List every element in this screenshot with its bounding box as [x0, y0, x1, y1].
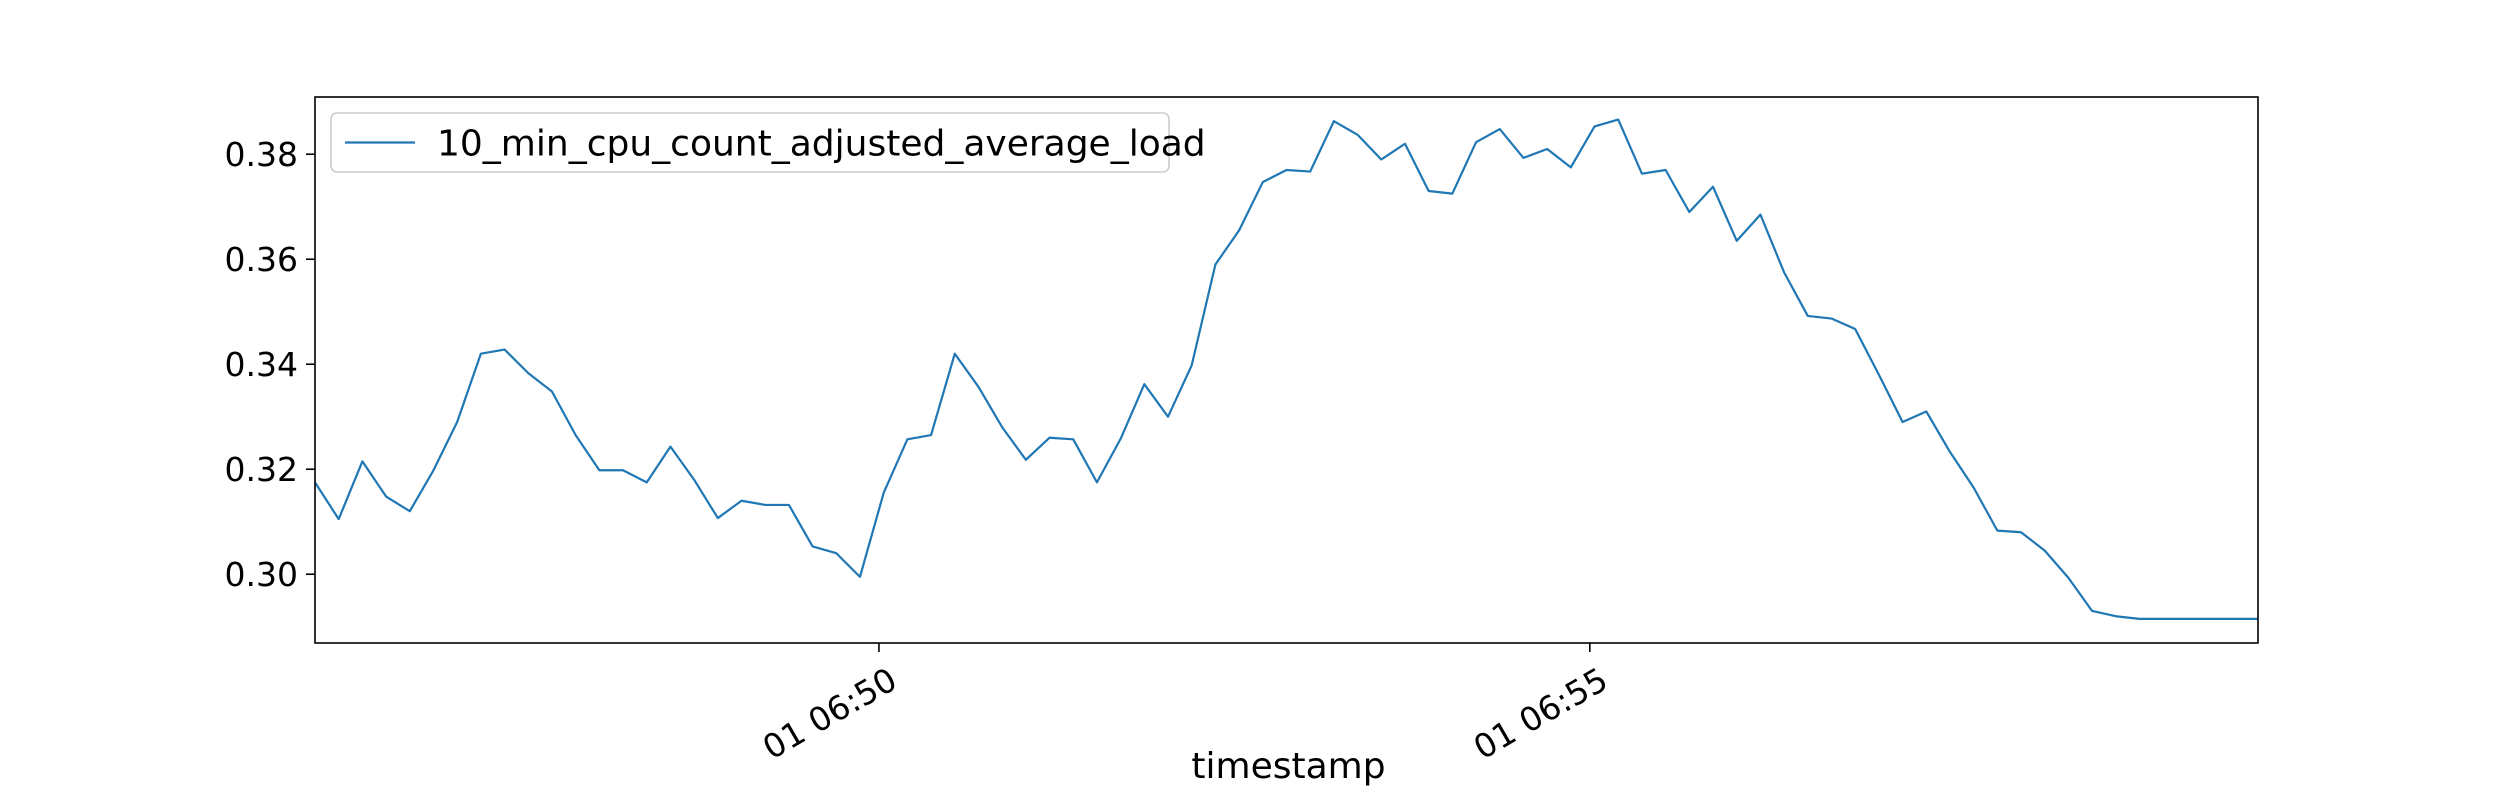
y-tick-label: 0.32: [225, 450, 298, 489]
legend-label: 10_min_cpu_count_adjusted_average_load: [437, 124, 1206, 165]
x-axis-label: timestamp: [1191, 746, 1385, 787]
y-tick-label: 0.36: [225, 240, 298, 279]
axes: 0.30 0.32 0.34 0.36 0.38 01 06:50 01 06:55 time…: [225, 96, 2259, 787]
y-tick-label: 0.30: [225, 555, 298, 594]
y-tick-label: 0.38: [225, 135, 298, 174]
legend-box: [330, 112, 1170, 173]
legend: 10_min_cpu_count_adjusted_average_load: [330, 112, 1206, 173]
plot-area: [314, 118, 2258, 620]
series-line-0: [314, 118, 2258, 620]
x-tick-label: 01 06:50: [756, 660, 903, 768]
plot-frame: [314, 96, 2259, 644]
y-tick-label: 0.34: [225, 345, 298, 384]
x-tick-label: 01 06:55: [1467, 660, 1614, 768]
